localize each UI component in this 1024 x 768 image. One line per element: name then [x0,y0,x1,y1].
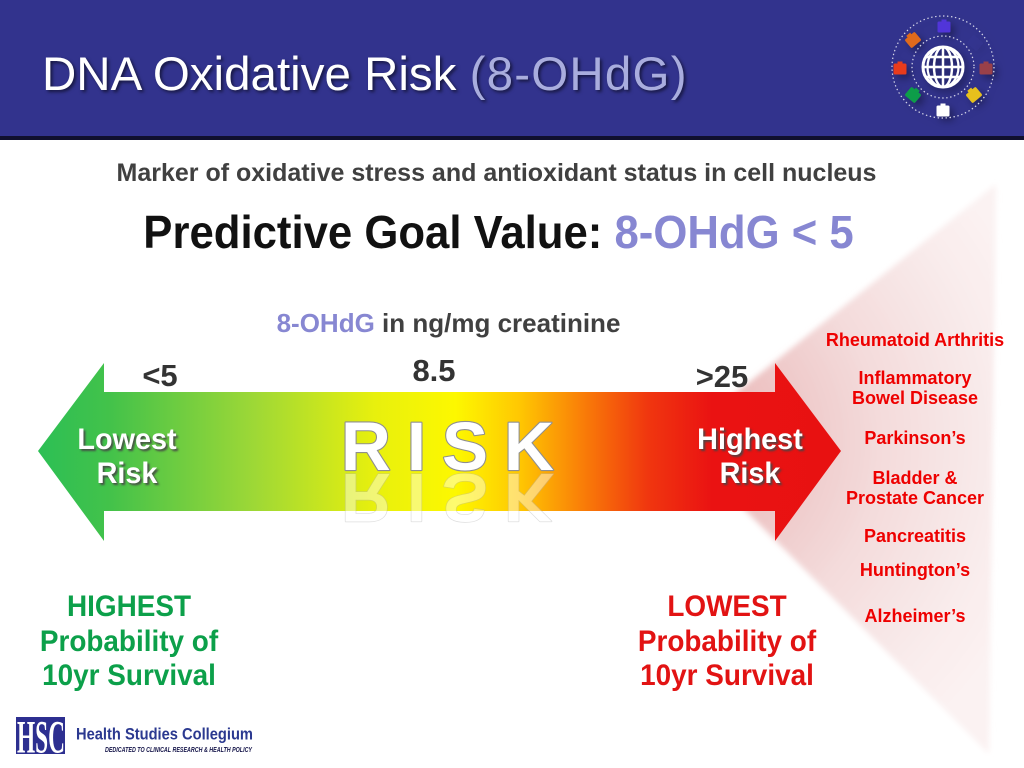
svg-text:Health Studies Collegium: Health Studies Collegium [76,725,253,744]
svg-text:RISK: RISK [341,459,570,536]
svg-text:DEDICATED TO CLINICAL RESEARCH: DEDICATED TO CLINICAL RESEARCH & HEALTH … [105,745,253,754]
svg-text:RISK: RISK [341,408,570,485]
svg-text:HSC: HSC [17,712,65,763]
